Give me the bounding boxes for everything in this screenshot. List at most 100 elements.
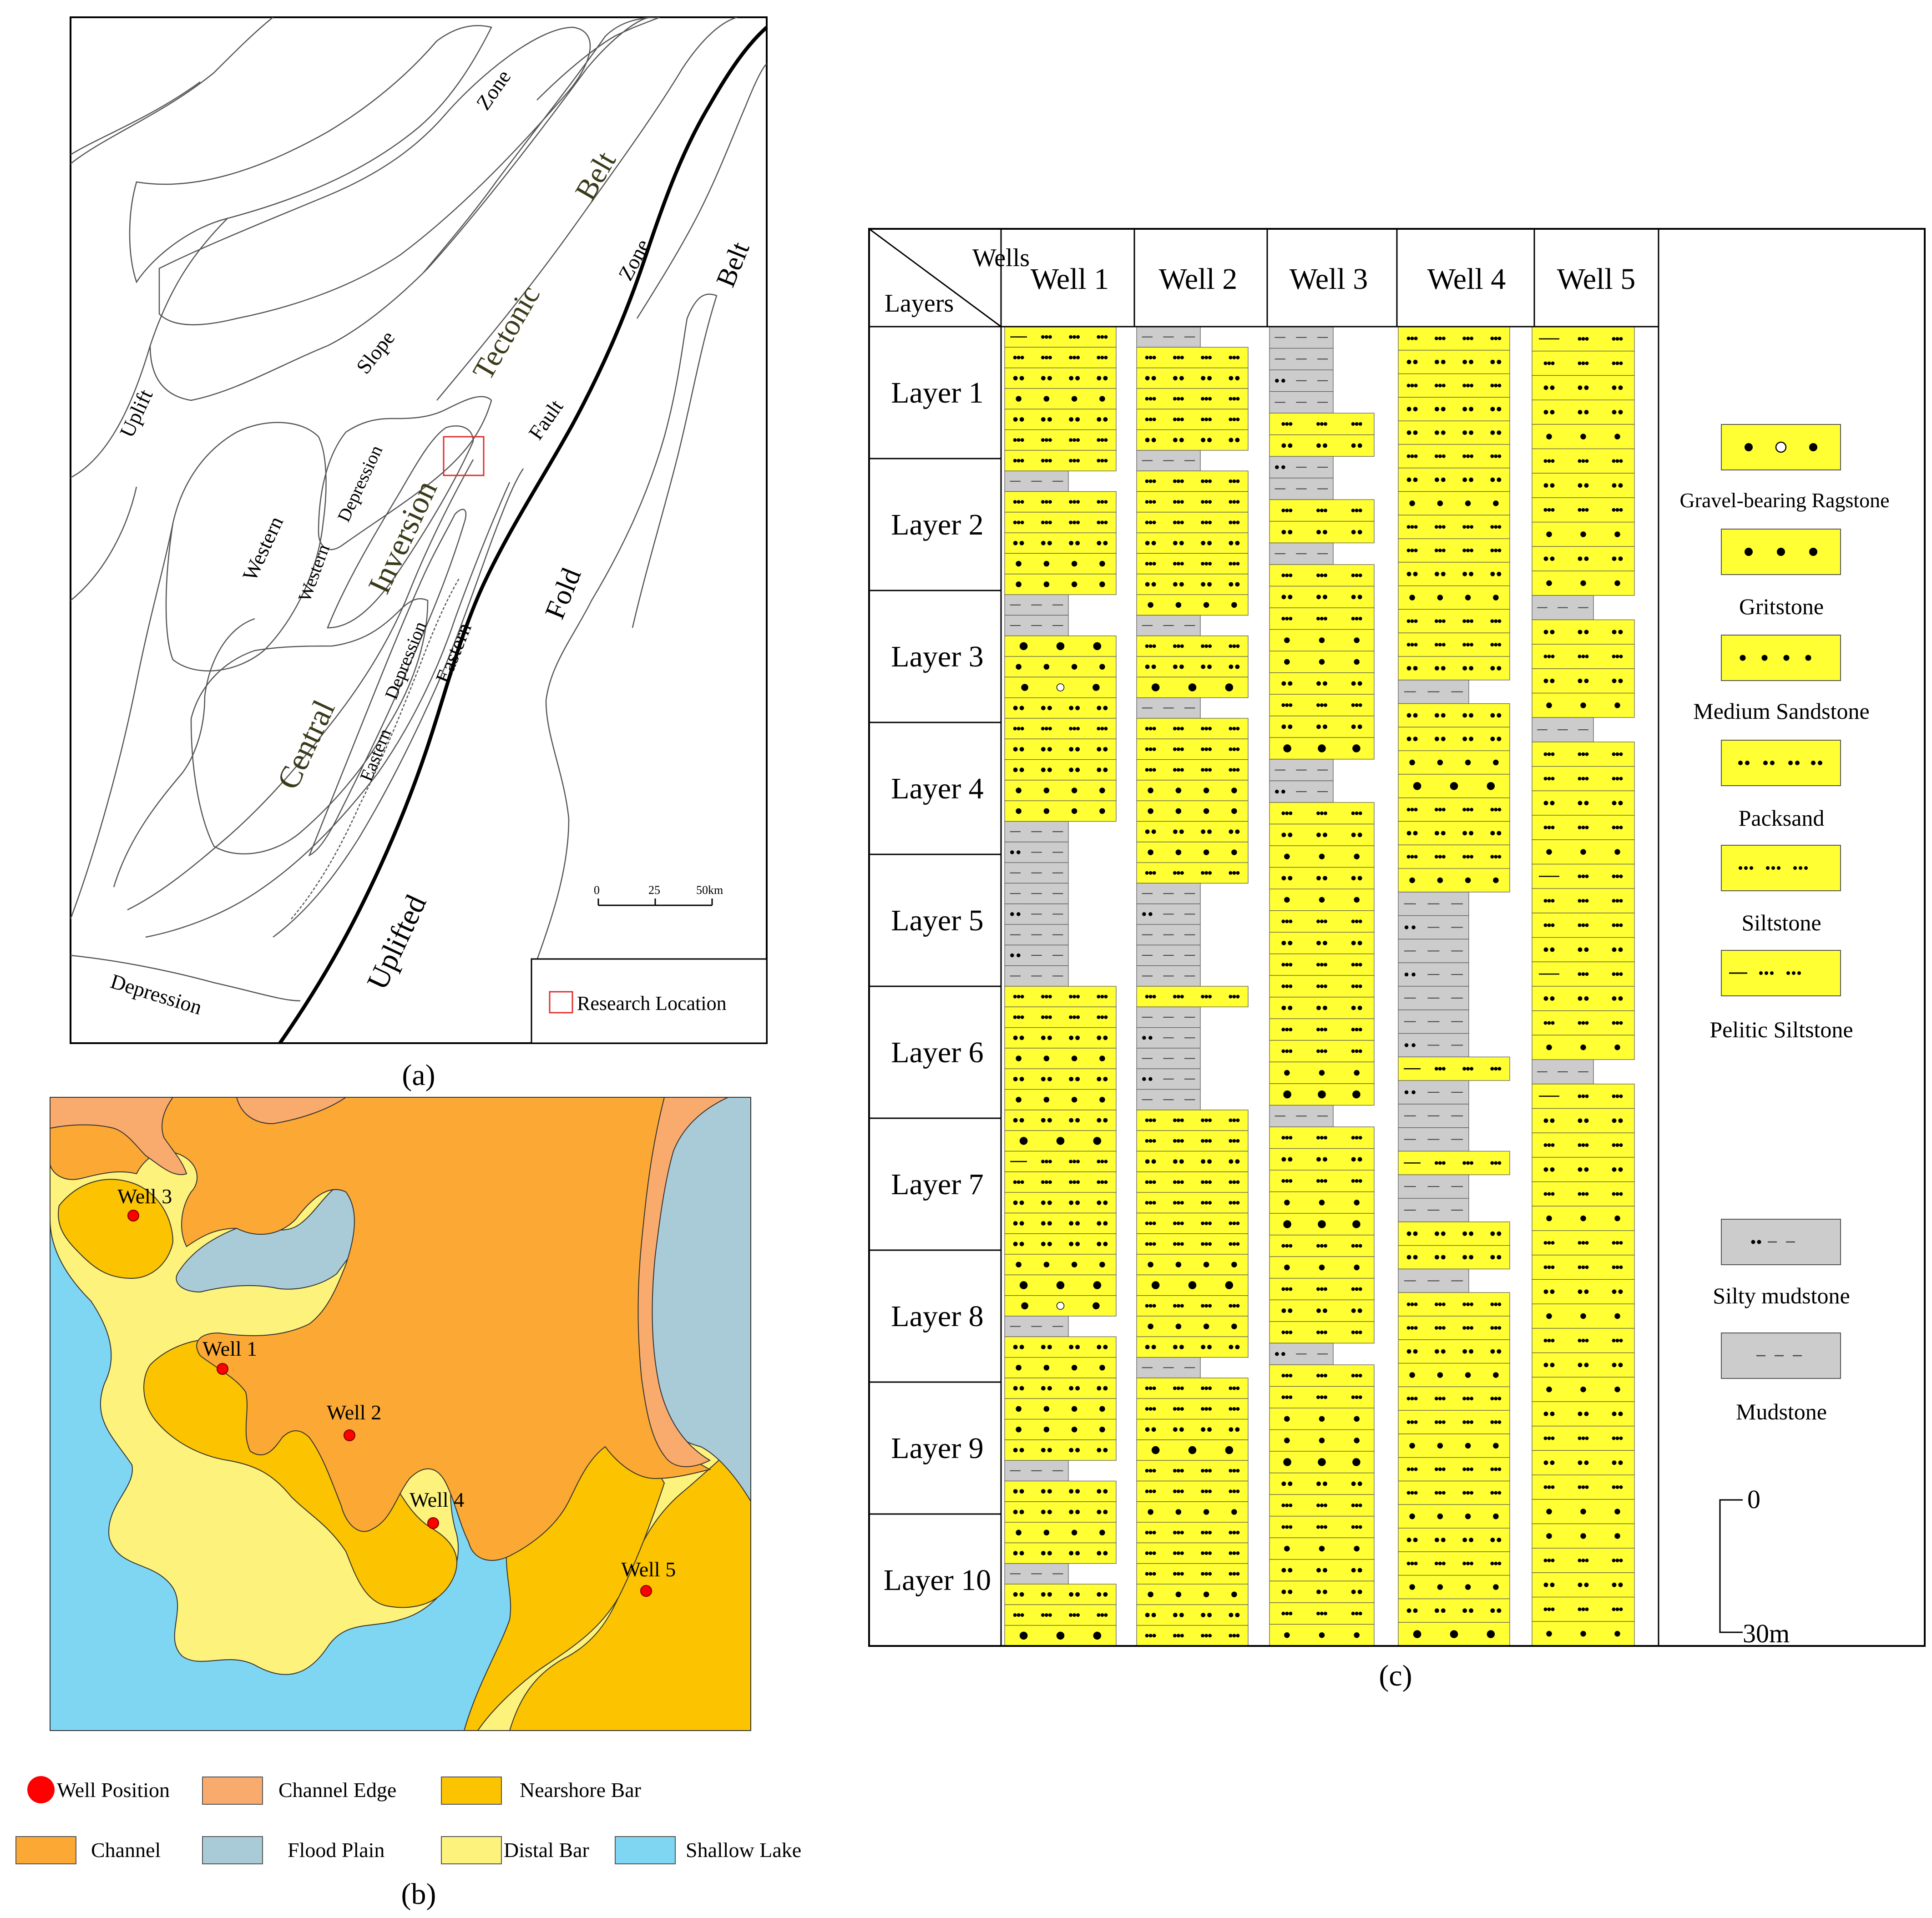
lithology-bed [1004, 1460, 1069, 1482]
legend-nearshore-bar: Nearshore Bar [520, 1778, 641, 1802]
lithology-bed [1004, 1439, 1117, 1461]
lithology-bed [1532, 863, 1635, 889]
panel-b-wells: Well 3 Well 1 Well 2 Well 4 Well 5 [117, 1185, 676, 1597]
lithology-bed [1004, 1542, 1117, 1564]
lithology-bed [1004, 903, 1069, 925]
legend-flood-plain: Flood Plain [288, 1838, 384, 1862]
lithology-bed [1398, 1080, 1469, 1105]
lithology-bed [1269, 780, 1334, 803]
lithology-bed [1004, 718, 1117, 739]
scale-a-25: 25 [648, 883, 660, 897]
scale-bar-c: 0 30m [1719, 1484, 1790, 1648]
lithology-bed [1004, 1295, 1117, 1317]
lithology-bed [1136, 842, 1249, 863]
lithology-bed [1269, 845, 1375, 868]
lithology-bed [1532, 1035, 1635, 1060]
lithology-bed [1136, 1048, 1201, 1069]
legend-pelitic-siltstone: Pelitic Siltstone [1709, 1017, 1853, 1042]
lithology-bed [1269, 1473, 1375, 1495]
scale-bar-a: 0 25 50km [594, 883, 723, 906]
lithology-bed [1004, 615, 1069, 636]
lithology-bed [1269, 1408, 1375, 1430]
lithology-bed [1532, 1450, 1635, 1475]
lithology-bed [1136, 1233, 1249, 1255]
lithology-bed [1532, 717, 1594, 742]
caption-c: (c) [1379, 1659, 1412, 1692]
lithology-bed [1004, 470, 1069, 492]
well-4-label: Well 4 [410, 1488, 464, 1511]
lithology-bed [1269, 1602, 1375, 1625]
well-2-label: Well 2 [327, 1401, 381, 1424]
lithology-bed [1004, 1192, 1117, 1214]
lithology-bed [1136, 1625, 1249, 1646]
lithology-bed [1398, 962, 1469, 987]
lithology-bed [1269, 607, 1375, 630]
lithology-bed [1269, 1321, 1375, 1344]
lithology-bed [1136, 368, 1249, 389]
lithology-bed [1269, 1537, 1375, 1560]
lithology-bed [1398, 1104, 1469, 1128]
lithology-bed [1532, 619, 1635, 645]
lithology-bed [1269, 1018, 1375, 1041]
lithology-bed [1398, 1198, 1469, 1222]
panel-a-map: Zone Belt Tectonic Slope Uplift Depressi… [70, 16, 768, 1092]
lithology-bed [1269, 672, 1375, 695]
lithology-bed [1136, 1192, 1249, 1214]
lithology-bed [1532, 1328, 1635, 1353]
lithology-bed [1136, 986, 1249, 1007]
lithology-bed [1136, 1563, 1249, 1585]
lithology-bed [1532, 595, 1594, 621]
lithology-bed [1532, 1084, 1635, 1109]
lithology-bed [1398, 420, 1510, 445]
lithology-bed [1398, 821, 1510, 845]
lithology-bed [1398, 1598, 1510, 1623]
lithology-bed [1269, 737, 1375, 760]
lithology-bed [1269, 932, 1375, 954]
lithology-bed [1004, 1068, 1117, 1090]
panel-c-well-headers: Well 1 Well 2 Well 3 Well 4 Well 5 [1031, 262, 1635, 296]
lithology-bed [1532, 1157, 1635, 1182]
legend-flood-plain-swatch [202, 1836, 263, 1864]
lithology-bed [1398, 1127, 1469, 1152]
lithology-bed [1269, 1494, 1375, 1517]
legend-packsand: Packsand [1739, 805, 1825, 831]
panel-a-frame [70, 16, 768, 1044]
lithology-bed [1136, 780, 1249, 801]
lithology-bed [1532, 1108, 1635, 1133]
lithology-bed [1136, 1068, 1201, 1090]
lithology-bed [1269, 326, 1334, 349]
lithology-bed [1398, 1504, 1510, 1529]
lithology-bed [1532, 1352, 1635, 1378]
lithology-bed [1136, 1357, 1201, 1378]
legend-gravel-ragstone: Gravel-bearing Ragstone [1679, 489, 1889, 512]
lithology-bed [1532, 1401, 1635, 1427]
lithology-bed [1398, 1316, 1510, 1340]
lithology-bed [1532, 497, 1635, 523]
lithology-bed [1004, 326, 1117, 348]
lithology-bed [1004, 594, 1069, 616]
lithology-bed [1532, 570, 1635, 596]
well-5-label: Well 5 [621, 1558, 676, 1581]
lithology-bed [1398, 609, 1510, 633]
well-3-column [1269, 326, 1375, 1646]
lithology-bed [1136, 1439, 1249, 1461]
legend-silty-mudstone: Silty mudstone [1713, 1283, 1850, 1308]
lithology-bed [1004, 862, 1069, 884]
lithology-bed [1136, 965, 1201, 987]
lithology-bed [1004, 1357, 1117, 1378]
lithology-bed [1532, 1596, 1635, 1622]
layer-10-label: Layer 10 [884, 1564, 991, 1597]
lithology-bed [1269, 694, 1375, 717]
research-location-swatch [549, 991, 573, 1014]
lithology-bed [1398, 750, 1510, 775]
lithology-bed [1136, 1110, 1249, 1131]
lithology-bed [1398, 515, 1510, 539]
lithology-bed [1004, 697, 1117, 719]
lithology-bed [1004, 1110, 1117, 1131]
legend-a: Research Location [531, 958, 768, 1044]
lithology-bed [1004, 1378, 1117, 1399]
lithology-bed [1532, 1572, 1635, 1598]
lithology-bed [1004, 347, 1117, 368]
lithology-bed [1398, 1480, 1510, 1505]
layer-4-label: Layer 4 [891, 772, 983, 805]
